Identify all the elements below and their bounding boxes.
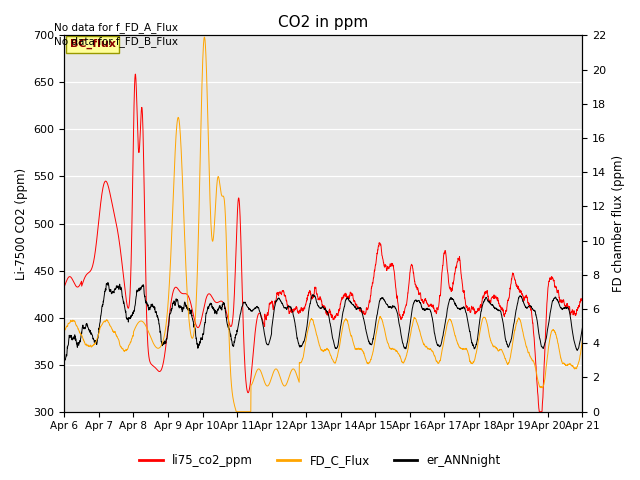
Title: CO2 in ppm: CO2 in ppm [278, 15, 369, 30]
Y-axis label: Li-7500 CO2 (ppm): Li-7500 CO2 (ppm) [15, 168, 28, 279]
Text: No data for f_FD_A_Flux: No data for f_FD_A_Flux [54, 22, 179, 33]
Text: No data for f_FD_B_Flux: No data for f_FD_B_Flux [54, 36, 179, 47]
Legend: li75_co2_ppm, FD_C_Flux, er_ANNnight: li75_co2_ppm, FD_C_Flux, er_ANNnight [134, 449, 506, 472]
Y-axis label: FD chamber flux (ppm): FD chamber flux (ppm) [612, 155, 625, 292]
Text: BC_flux: BC_flux [70, 39, 115, 49]
